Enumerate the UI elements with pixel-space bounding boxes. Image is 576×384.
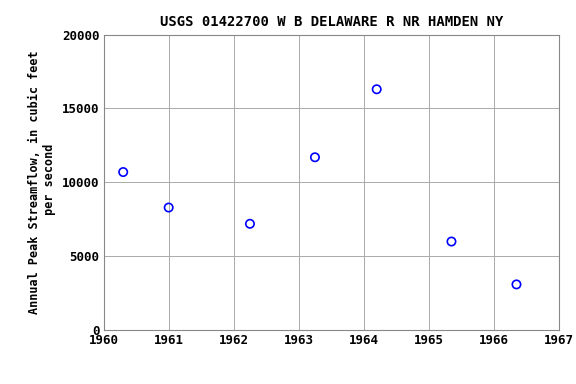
Point bbox=[512, 281, 521, 288]
Point bbox=[164, 204, 173, 210]
Point bbox=[245, 221, 255, 227]
Point bbox=[372, 86, 381, 92]
Title: USGS 01422700 W B DELAWARE R NR HAMDEN NY: USGS 01422700 W B DELAWARE R NR HAMDEN N… bbox=[160, 15, 503, 29]
Y-axis label: Annual Peak Streamflow, in cubic feet
 per second: Annual Peak Streamflow, in cubic feet pe… bbox=[28, 51, 56, 314]
Point bbox=[119, 169, 128, 175]
Point bbox=[310, 154, 320, 161]
Point bbox=[447, 238, 456, 245]
